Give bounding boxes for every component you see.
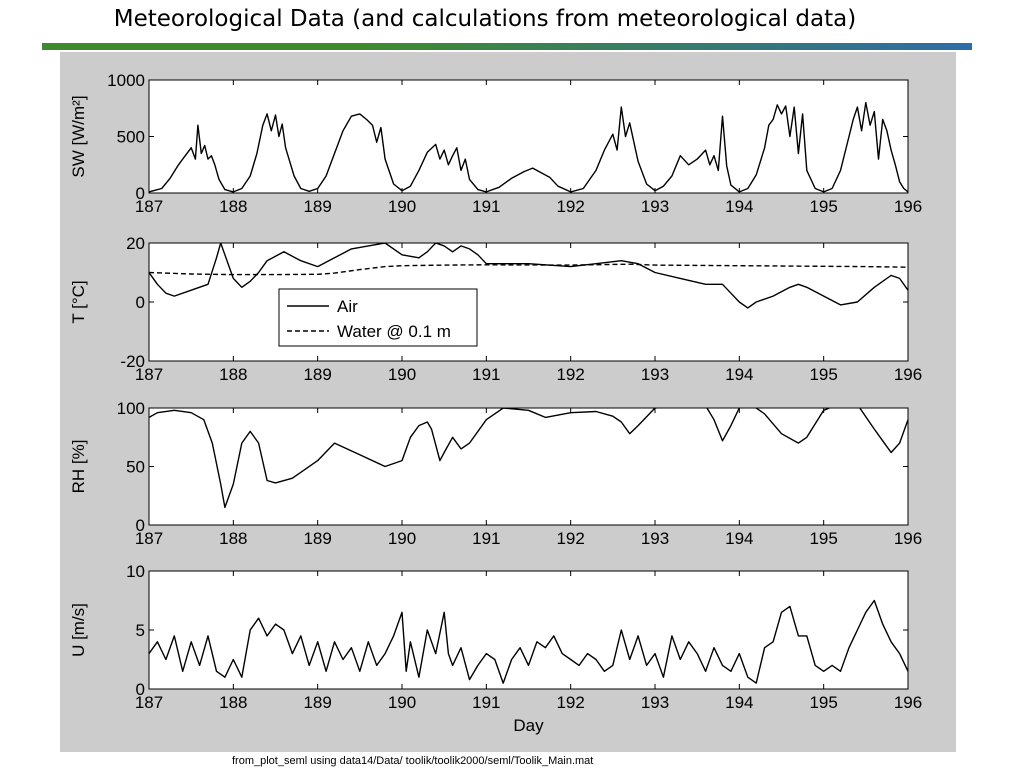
y-tick-label: 0 xyxy=(136,680,145,699)
y-tick-label: 50 xyxy=(126,458,145,477)
x-tick-label: 193 xyxy=(641,529,669,548)
x-axis-label: Day xyxy=(513,716,544,735)
y-axis-label: T [°C] xyxy=(69,280,88,323)
x-tick-label: 195 xyxy=(809,365,837,384)
x-tick-label: 189 xyxy=(303,197,331,216)
x-tick-label: 191 xyxy=(472,693,500,712)
y-tick-label: 10 xyxy=(126,562,145,581)
x-tick-label: 195 xyxy=(809,529,837,548)
x-tick-label: 190 xyxy=(388,197,416,216)
y-tick-label: 20 xyxy=(126,234,145,253)
series-line-3-1 xyxy=(149,408,908,509)
x-tick-label: 188 xyxy=(219,365,247,384)
x-tick-label: 196 xyxy=(894,197,922,216)
x-tick-label: 187 xyxy=(135,365,163,384)
x-tick-label: 192 xyxy=(556,529,584,548)
axes-background-1 xyxy=(149,80,908,193)
y-tick-label: 5 xyxy=(136,621,145,640)
legend-label-2: Water @ 0.1 m xyxy=(337,322,451,341)
y-tick-label: 0 xyxy=(136,293,145,312)
x-tick-label: 192 xyxy=(556,693,584,712)
x-tick-label: 196 xyxy=(894,693,922,712)
x-tick-label: 188 xyxy=(219,529,247,548)
y-tick-label: 100 xyxy=(117,399,145,418)
axes-background-4 xyxy=(149,571,908,689)
x-tick-label: 188 xyxy=(219,197,247,216)
title-rule xyxy=(42,43,972,50)
x-tick-label: 190 xyxy=(388,693,416,712)
x-tick-label: 194 xyxy=(725,197,753,216)
series-line-2-2 xyxy=(149,263,908,276)
x-tick-label: 193 xyxy=(641,197,669,216)
x-tick-label: 192 xyxy=(556,197,584,216)
x-tick-label: 195 xyxy=(809,693,837,712)
x-tick-label: 194 xyxy=(725,529,753,548)
y-tick-label: 500 xyxy=(117,128,145,147)
x-tick-label: 196 xyxy=(894,529,922,548)
x-tick-label: 187 xyxy=(135,693,163,712)
x-tick-label: 196 xyxy=(894,365,922,384)
series-line-1-1 xyxy=(149,101,908,193)
x-tick-label: 189 xyxy=(303,693,331,712)
x-tick-label: 194 xyxy=(725,693,753,712)
y-tick-label: 0 xyxy=(136,184,145,203)
x-tick-label: 193 xyxy=(641,365,669,384)
meteorological-chart: 187 188 189 190 191 192 193 194 195 19605001000SW… xyxy=(69,71,922,735)
y-axis-label: U [m/s] xyxy=(69,603,88,657)
x-tick-label: 191 xyxy=(472,197,500,216)
x-tick-label: 190 xyxy=(388,365,416,384)
x-tick-label: 189 xyxy=(303,365,331,384)
x-tick-label: 187 xyxy=(135,197,163,216)
axes-background-3 xyxy=(149,408,908,525)
x-tick-label: 190 xyxy=(388,529,416,548)
source-footnote: from_plot_seml using data14/Data/ toolik… xyxy=(232,755,594,767)
x-tick-label: 195 xyxy=(809,197,837,216)
x-tick-label: 189 xyxy=(303,529,331,548)
x-tick-label: 193 xyxy=(641,693,669,712)
y-tick-label: 0 xyxy=(136,516,145,535)
plot-panel: 187 188 189 190 191 192 193 194 195 196 0 500 1000 SW… xyxy=(60,52,956,752)
y-tick-label: -20 xyxy=(120,352,145,371)
x-tick-label: 192 xyxy=(556,365,584,384)
slide-title: Meteorological Data (and calculations fr… xyxy=(113,6,857,32)
y-tick-label: 1000 xyxy=(107,71,145,90)
x-tick-label: 191 xyxy=(472,365,500,384)
x-tick-label: 191 xyxy=(472,529,500,548)
x-tick-label: 194 xyxy=(725,365,753,384)
y-axis-label: RH [%] xyxy=(69,440,88,494)
legend-label-1: Air xyxy=(337,297,358,316)
series-line-4-1 xyxy=(149,599,908,684)
y-axis-label: SW [W/m²] xyxy=(69,95,88,177)
series-line-2-1 xyxy=(149,243,908,309)
x-tick-label: 188 xyxy=(219,693,247,712)
legend-box xyxy=(278,288,478,347)
x-tick-label: 187 xyxy=(135,529,163,548)
axes-background-2 xyxy=(149,243,908,361)
